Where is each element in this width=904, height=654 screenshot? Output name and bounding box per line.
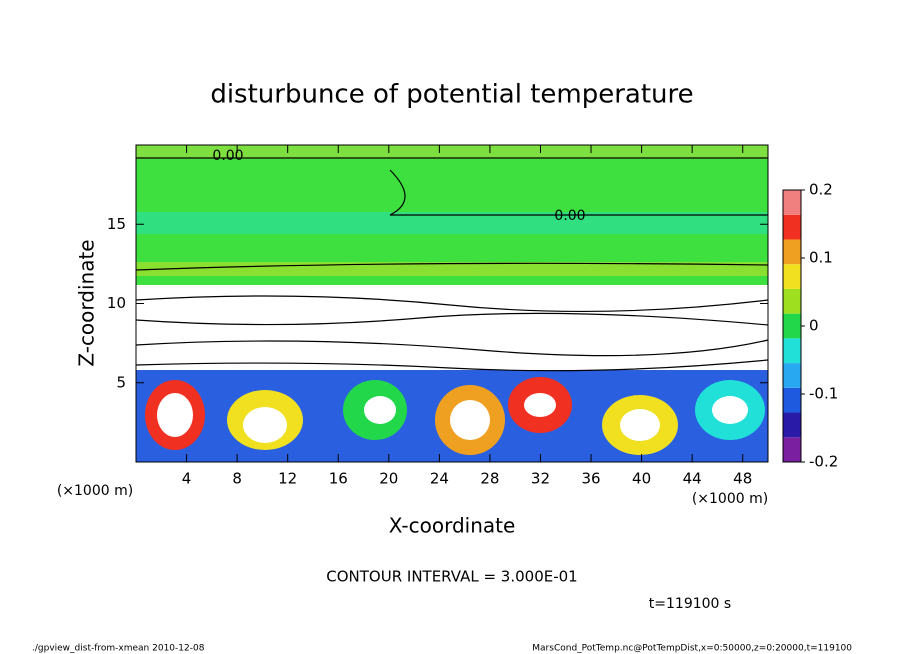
colorbar-tick-label: 0.2 [809, 181, 833, 199]
colorbar-swatch [783, 264, 801, 289]
footer-left: ./gpview_dist-from-xmean 2010-12-08 [32, 644, 205, 654]
colorbar-tick-label: -0.2 [809, 453, 838, 471]
colorbar-swatch [783, 363, 801, 388]
y-axis-label: Z-coordinate [75, 239, 99, 366]
colorbar-tick-label: 0.1 [809, 249, 833, 267]
x-tick-label: 8 [232, 470, 242, 488]
x-tick-label: 44 [683, 470, 702, 488]
chart-title: disturbunce of potential temperature [210, 80, 693, 110]
x-tick-label: 24 [430, 470, 449, 488]
x-tick-label: 48 [733, 470, 752, 488]
colorbar-swatch [783, 190, 801, 215]
y-tick-label: 5 [116, 373, 126, 391]
x-tick-label: 32 [531, 470, 550, 488]
colorbar-swatch [783, 387, 801, 413]
colorbar-swatch [783, 338, 801, 364]
y-unit: (×1000 m) [57, 483, 133, 499]
colorbar-swatch [783, 288, 801, 314]
time-label: t=119100 s [649, 596, 731, 612]
contour-label: 0.00 [554, 208, 585, 224]
field [135, 145, 769, 462]
colorbar-swatch [783, 313, 801, 339]
y-tick-label: 10 [107, 294, 126, 312]
colorbar-tick-label: 0 [809, 317, 819, 335]
colorbar-swatch [783, 412, 801, 438]
contour-label: 0.00 [212, 148, 243, 164]
x-tick-label: 4 [182, 470, 192, 488]
x-tick-label: 12 [278, 470, 297, 488]
y-tick-label: 15 [107, 215, 126, 233]
x-tick-label: 20 [379, 470, 398, 488]
x-tick-label: 40 [632, 470, 651, 488]
colorbar-swatch [783, 214, 801, 240]
colorbar-swatch [783, 437, 801, 462]
colorbar-tick-label: -0.1 [809, 385, 838, 403]
x-tick-label: 36 [581, 470, 600, 488]
x-tick-label: 28 [480, 470, 499, 488]
x-unit: (×1000 m) [692, 491, 768, 507]
x-axis-label: X-coordinate [389, 514, 516, 538]
colorbar-swatch [783, 239, 801, 265]
footer-right: MarsCond_PotTemp.nc@PotTempDist,x=0:5000… [532, 644, 852, 654]
x-tick-label: 16 [329, 470, 348, 488]
contour-interval: CONTOUR INTERVAL = 3.000E-01 [326, 568, 577, 586]
